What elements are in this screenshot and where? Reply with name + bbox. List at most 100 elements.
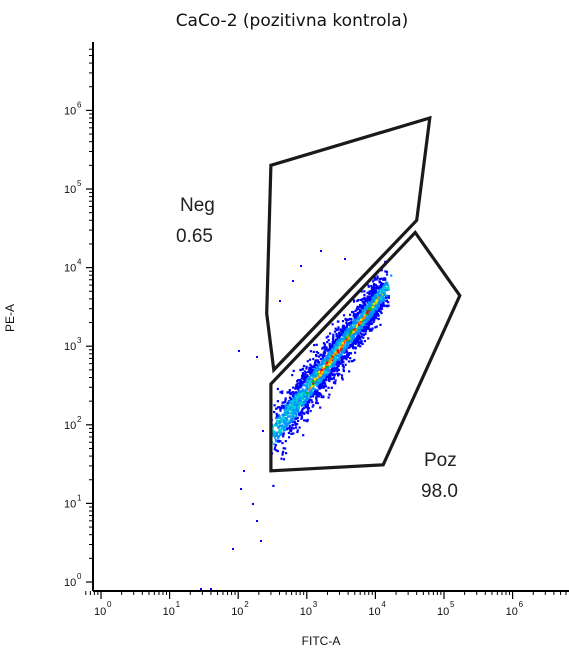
- event-dot: [383, 304, 386, 308]
- event-dot: [294, 422, 297, 425]
- event-dot: [276, 406, 280, 409]
- event-dot: [279, 424, 282, 427]
- event-dot: [304, 404, 307, 407]
- event-dot: [326, 361, 329, 364]
- event-dot: [301, 389, 304, 392]
- event-dot: [384, 288, 387, 292]
- event-dot: [279, 407, 282, 410]
- event-dot: [344, 258, 346, 260]
- event-dot: [330, 386, 333, 389]
- event-dot: [363, 293, 366, 296]
- event-dot: [362, 323, 366, 326]
- event-dot: [377, 314, 380, 317]
- event-dot: [327, 335, 330, 338]
- event-dot: [368, 311, 371, 314]
- event-dot: [318, 361, 321, 364]
- event-dot: [331, 377, 334, 381]
- event-dot: [348, 337, 351, 340]
- event-dot: [291, 374, 294, 377]
- y-tick-label: 10: [64, 498, 76, 510]
- event-dot: [320, 395, 323, 399]
- gate-poz-polygon[interactable]: [269, 229, 462, 473]
- event-dot: [378, 294, 381, 297]
- event-dot: [300, 390, 303, 393]
- event-dot: [285, 417, 288, 420]
- event-dot: [381, 285, 384, 288]
- event-dot: [348, 345, 351, 348]
- event-density-cloud: [200, 250, 393, 592]
- event-dot: [360, 325, 363, 328]
- event-dot: [323, 376, 326, 379]
- event-dot: [373, 292, 376, 295]
- event-dot: [350, 360, 353, 363]
- event-dot: [333, 330, 337, 333]
- event-dot: [358, 341, 361, 344]
- event-dot: [380, 306, 383, 309]
- event-dot: [357, 333, 360, 336]
- event-dot: [328, 372, 331, 375]
- event-dot: [314, 381, 317, 385]
- event-dot: [338, 336, 341, 339]
- event-dot: [283, 407, 286, 411]
- event-dot: [368, 303, 371, 307]
- event-dot: [311, 375, 314, 378]
- event-dot: [282, 414, 285, 417]
- event-dot: [314, 361, 317, 364]
- event-dot: [379, 310, 382, 313]
- event-dot: [336, 369, 339, 372]
- event-dot: [285, 418, 288, 421]
- event-dot: [275, 449, 278, 452]
- event-dot: [304, 390, 307, 393]
- event-dot: [305, 365, 308, 368]
- event-dot: [379, 289, 382, 292]
- event-dot: [346, 339, 349, 342]
- event-dot: [273, 424, 276, 427]
- event-dot: [387, 296, 390, 299]
- event-dot: [277, 436, 280, 439]
- event-dot: [282, 405, 285, 408]
- event-dot: [306, 410, 309, 413]
- event-dot: [376, 290, 379, 293]
- event-dot: [288, 408, 291, 411]
- event-dot: [299, 390, 302, 393]
- event-dot: [362, 336, 365, 339]
- event-dot: [371, 292, 374, 295]
- event-dot: [362, 312, 365, 315]
- event-dot: [310, 393, 313, 396]
- event-dot: [294, 391, 298, 394]
- event-dot: [316, 360, 319, 363]
- x-tick-label: 10: [163, 606, 175, 618]
- event-dot: [302, 401, 305, 404]
- event-dot: [322, 385, 325, 388]
- event-dot: [292, 432, 295, 435]
- event-dot: [345, 336, 348, 339]
- event-dot: [305, 397, 308, 400]
- event-dot: [277, 439, 280, 442]
- event-dot: [379, 283, 382, 286]
- event-dot: [320, 372, 324, 375]
- event-dot: [351, 334, 355, 337]
- event-dot: [325, 389, 328, 392]
- gate-neg-polygon[interactable]: [265, 115, 432, 374]
- event-dot: [320, 393, 323, 396]
- event-dot: [301, 388, 304, 391]
- event-dot: [325, 336, 328, 339]
- event-dot: [353, 332, 356, 335]
- event-dot: [359, 303, 362, 307]
- event-dot: [334, 346, 338, 349]
- event-dot: [282, 447, 285, 450]
- event-dot: [365, 323, 368, 326]
- event-dot: [336, 334, 339, 337]
- event-dot: [318, 375, 321, 378]
- event-dot: [344, 317, 347, 321]
- event-dot: [328, 342, 331, 345]
- event-dot: [379, 323, 382, 326]
- event-dot: [337, 351, 340, 354]
- event-dot: [328, 363, 331, 366]
- event-dot: [306, 403, 309, 406]
- event-dot: [385, 270, 389, 273]
- event-dot: [275, 412, 278, 415]
- event-dot: [284, 447, 287, 450]
- event-dot: [343, 335, 346, 338]
- event-dot: [355, 328, 358, 331]
